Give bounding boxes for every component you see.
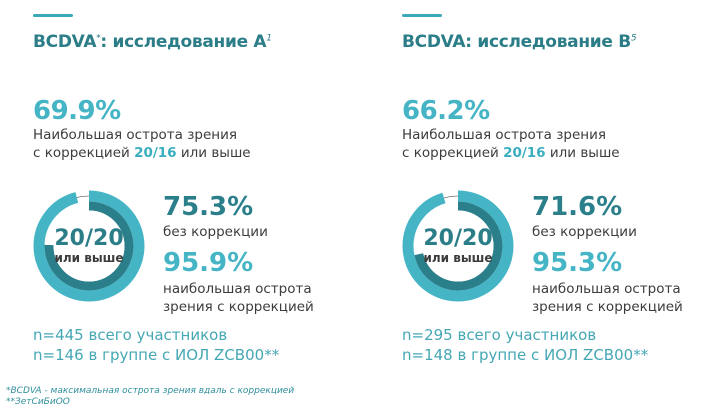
donut-arc-uncorrected (413, 201, 503, 291)
study-title: BCDVA*: исследование А1 (33, 32, 272, 52)
study-panel: BCDVA: исследование В5 66.2% Наибольшая … (402, 0, 707, 380)
donut-center: 20/20 или выше (423, 226, 493, 266)
sample-size: n=445 всего участников n=146 в группе с И… (33, 326, 280, 364)
corrected-label: наибольшая острота зрения с коррекцией (163, 281, 314, 315)
donut-arc-corrected (33, 190, 145, 302)
corrected-label: наибольшая острота зрения с коррекцией (532, 281, 683, 315)
donut-center: 20/20 или выше (54, 226, 124, 266)
uncorrected-value: 75.3% (163, 192, 254, 222)
footnote-2: **ЗетСиБиОО (6, 397, 70, 407)
headline-value: 69.9% (33, 96, 121, 126)
donut-chart (402, 190, 514, 302)
donut-hole (422, 210, 494, 282)
footnote-1: *BCDVA - максимальная острота зрения вда… (6, 386, 295, 396)
headline-description: Наибольшая острота зрения с коррекцией 20… (33, 127, 251, 161)
donut-arc-uncorrected (44, 201, 134, 291)
uncorrected-label: без коррекции (532, 224, 637, 240)
footnotes: *BCDVA - максимальная острота зрения вда… (6, 386, 294, 408)
uncorrected-value: 71.6% (532, 192, 623, 222)
accent-dash (402, 14, 442, 17)
corrected-value: 95.9% (163, 248, 254, 278)
study-panel: BCDVA*: исследование А1 69.9% Наибольшая… (33, 0, 373, 380)
corrected-value: 95.3% (532, 248, 623, 278)
sample-size: n=295 всего участников n=148 в группе с И… (402, 326, 649, 364)
study-title: BCDVA: исследование В5 (402, 32, 637, 52)
donut-hole (53, 210, 125, 282)
uncorrected-label: без коррекции (163, 224, 268, 240)
donut-arc-corrected (402, 190, 514, 302)
headline-description: Наибольшая острота зрения с коррекцией 20… (402, 127, 620, 161)
donut-chart (33, 190, 145, 302)
accent-dash (33, 14, 73, 17)
headline-value: 66.2% (402, 96, 490, 126)
